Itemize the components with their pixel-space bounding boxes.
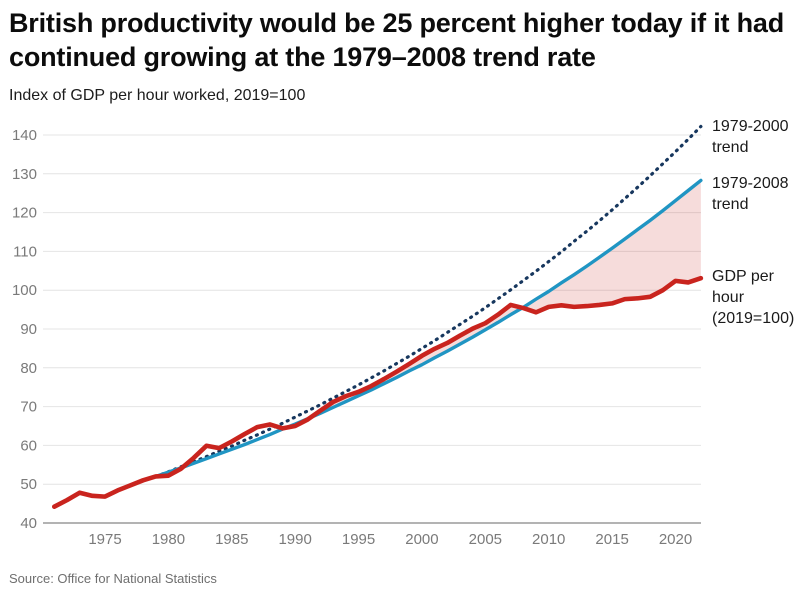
y-tick-label: 60 — [20, 437, 37, 454]
x-tick-label: 2015 — [595, 531, 628, 548]
y-tick-label: 130 — [12, 166, 37, 183]
series-label-gdp-per-hour: GDP per hour (2019=100) — [712, 268, 795, 328]
gdp-per-hour-line — [51, 275, 704, 510]
y-tick-label: 90 — [20, 321, 37, 338]
series-label-trend-1979-2008: 1979-2008 trend — [712, 175, 789, 214]
x-tick-label: 2010 — [532, 531, 565, 548]
x-tick-label: 1995 — [342, 531, 375, 548]
y-tick-label: 50 — [20, 476, 37, 493]
x-tick-label: 1980 — [152, 531, 185, 548]
x-tick-label: 1990 — [278, 531, 311, 548]
y-tick-label: 100 — [12, 282, 37, 299]
x-tick-label: 2000 — [405, 531, 438, 548]
series-label-trend-1979-2000: 1979-2000 trend — [712, 118, 789, 157]
y-tick-label: 40 — [20, 515, 37, 532]
x-tick-label: 2005 — [469, 531, 502, 548]
x-tick-label: 1985 — [215, 531, 248, 548]
source-attribution: Source: Office for National Statistics — [9, 571, 217, 586]
y-tick-label: 110 — [13, 243, 37, 260]
y-tick-label: 140 — [12, 127, 37, 144]
y-tick-label: 120 — [12, 205, 37, 222]
x-tick-label: 2020 — [659, 531, 692, 548]
trend-1979-2008-line — [154, 178, 703, 479]
chart-title: British productivity would be 25 percent… — [9, 8, 784, 73]
y-tick-label: 80 — [20, 360, 37, 377]
chart-subtitle: Index of GDP per hour worked, 2019=100 — [9, 87, 306, 104]
y-tick-label: 70 — [20, 399, 37, 416]
x-tick-label: 1975 — [88, 531, 121, 548]
